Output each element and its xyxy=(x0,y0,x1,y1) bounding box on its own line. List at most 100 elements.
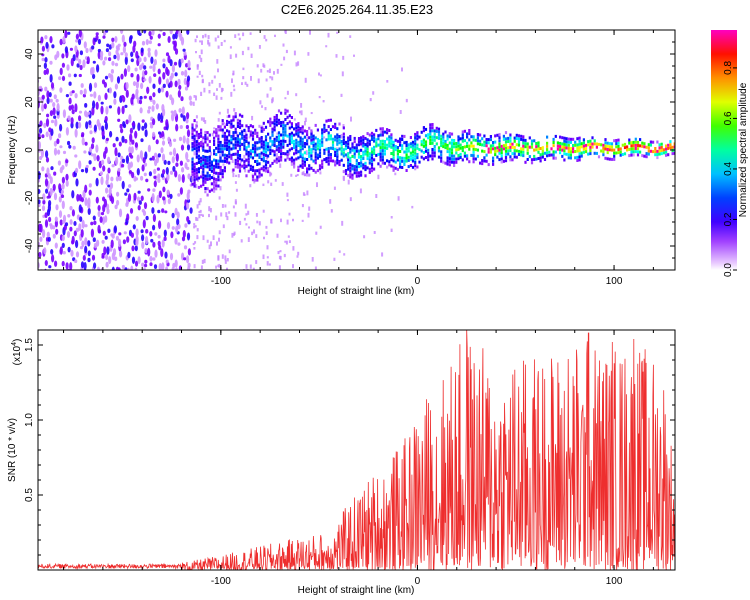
spectrogram-cell xyxy=(422,126,425,130)
spectrogram-cell xyxy=(284,152,287,156)
spectrogram-cell xyxy=(56,102,60,112)
spectrogram-cell xyxy=(429,132,432,136)
spectrogram-cell xyxy=(193,128,196,132)
spectrogram-cell xyxy=(43,62,48,69)
spectrogram-cell xyxy=(53,94,57,100)
spectrogram-cell xyxy=(362,166,365,170)
spectrogram-cell xyxy=(220,42,223,46)
spectrogram-cell xyxy=(238,157,242,161)
spectrogram-cell xyxy=(97,48,101,53)
spectrogram-cell xyxy=(124,52,128,58)
spectrogram-cell xyxy=(174,80,178,88)
spectrogram-cell xyxy=(472,144,475,148)
spectrogram-cell xyxy=(249,32,252,35)
spectrogram-cell xyxy=(329,159,332,163)
spectrogram-cell xyxy=(409,142,412,146)
spectrogram-cell xyxy=(660,145,663,149)
spectrogram-cell xyxy=(243,138,246,142)
spectrogram-cell xyxy=(110,233,114,237)
spectrogram-cell xyxy=(662,148,665,152)
spectrogram-cell xyxy=(191,173,194,177)
spectrogram-cell xyxy=(131,245,135,252)
spectrogram-cell xyxy=(608,145,611,149)
spectrogram-cell xyxy=(175,123,179,132)
spectrogram-cell xyxy=(487,141,490,145)
spectrogram-cell xyxy=(295,141,298,145)
spectrogram-cell xyxy=(349,169,352,173)
spectrogram-cell xyxy=(208,149,211,153)
spectrogram-cell xyxy=(219,147,222,151)
spectrogram-cell xyxy=(297,61,300,66)
spectrogram-cell xyxy=(117,152,121,158)
spectrogram-cell xyxy=(520,134,523,138)
spectrogram-cell xyxy=(299,145,302,149)
spectrogram-cell xyxy=(213,152,216,156)
spectrogram-cell xyxy=(556,144,559,148)
spectrogram-cell xyxy=(38,178,41,183)
spectrogram-cell xyxy=(204,134,207,137)
spectrogram-cell xyxy=(264,160,268,164)
spectrogram-cell xyxy=(276,68,279,74)
spectrogram-cell xyxy=(264,107,267,111)
spectrogram-cell xyxy=(195,115,198,119)
spectrogram-cell xyxy=(65,262,69,270)
spectrogram-cell xyxy=(342,132,345,136)
spectrogram-cell xyxy=(262,63,265,68)
spectrogram-cell xyxy=(636,153,640,157)
spectrogram-cell xyxy=(463,154,466,158)
spectrogram-cell xyxy=(61,176,65,184)
spectrogram-cell xyxy=(213,136,216,140)
spectrogram-cell xyxy=(141,241,145,249)
spectrogram-cell xyxy=(357,137,361,140)
spectrogram-cell xyxy=(232,118,235,122)
spectrogram-cell xyxy=(78,121,82,129)
spectrogram-cell xyxy=(301,147,304,151)
spectrogram-cell xyxy=(226,144,229,148)
spectrogram-cell xyxy=(277,131,281,135)
spectrogram-cell xyxy=(242,76,245,80)
spectrogram-cell xyxy=(171,112,175,122)
spectrogram-cell xyxy=(245,223,248,226)
spectrogram-cell xyxy=(262,140,265,144)
spectrogram-cell xyxy=(483,159,486,163)
spectrogram-cell xyxy=(381,252,384,257)
spectrogram-cell xyxy=(175,153,179,162)
spectrogram-cell xyxy=(200,166,203,169)
spectrogram-cell xyxy=(273,125,276,129)
spectrogram-cell xyxy=(202,173,205,177)
spectrogram-cell xyxy=(221,88,224,92)
spectrogram-cell xyxy=(184,69,188,78)
spectrogram-cell xyxy=(569,156,572,160)
spectrogram-cell xyxy=(366,144,369,148)
spectrogram-cell xyxy=(290,156,293,160)
spectrogram-cell xyxy=(135,88,139,95)
spectrogram-cell xyxy=(157,173,161,179)
spectrogram-cell xyxy=(360,161,363,165)
spectrogram-cell xyxy=(559,135,562,139)
spectrogram-cell xyxy=(267,145,270,149)
spectrogram-cell xyxy=(117,267,121,270)
spectrogram-cell xyxy=(370,147,374,151)
spectrogram-cell xyxy=(297,168,300,172)
spectrogram-cell xyxy=(290,116,293,119)
spectrogram-cell xyxy=(153,264,158,269)
spectrogram-cell xyxy=(569,140,572,144)
spectrogram-cell xyxy=(301,153,304,157)
spectrogram-cell xyxy=(405,169,408,172)
spectrogram-cell xyxy=(206,193,209,197)
spectrogram-cell xyxy=(73,221,77,226)
spectrogram-cell xyxy=(71,209,75,217)
spectrogram-cell xyxy=(79,216,83,222)
spectrogram-cell xyxy=(236,137,239,141)
spectrogram-cell xyxy=(288,132,291,136)
spectrogram-cell xyxy=(301,159,304,163)
spectrogram-cell xyxy=(613,157,616,161)
spectrogram-cell xyxy=(357,171,361,175)
spectrogram-cell xyxy=(204,165,207,169)
spectrogram-cell xyxy=(283,253,286,258)
spectrogram-cell xyxy=(258,168,261,172)
spectrogram-cell xyxy=(314,142,317,146)
spectrogram-cell xyxy=(49,74,53,83)
spectrogram-cell xyxy=(314,145,317,149)
spectrogram-cell xyxy=(359,188,362,194)
